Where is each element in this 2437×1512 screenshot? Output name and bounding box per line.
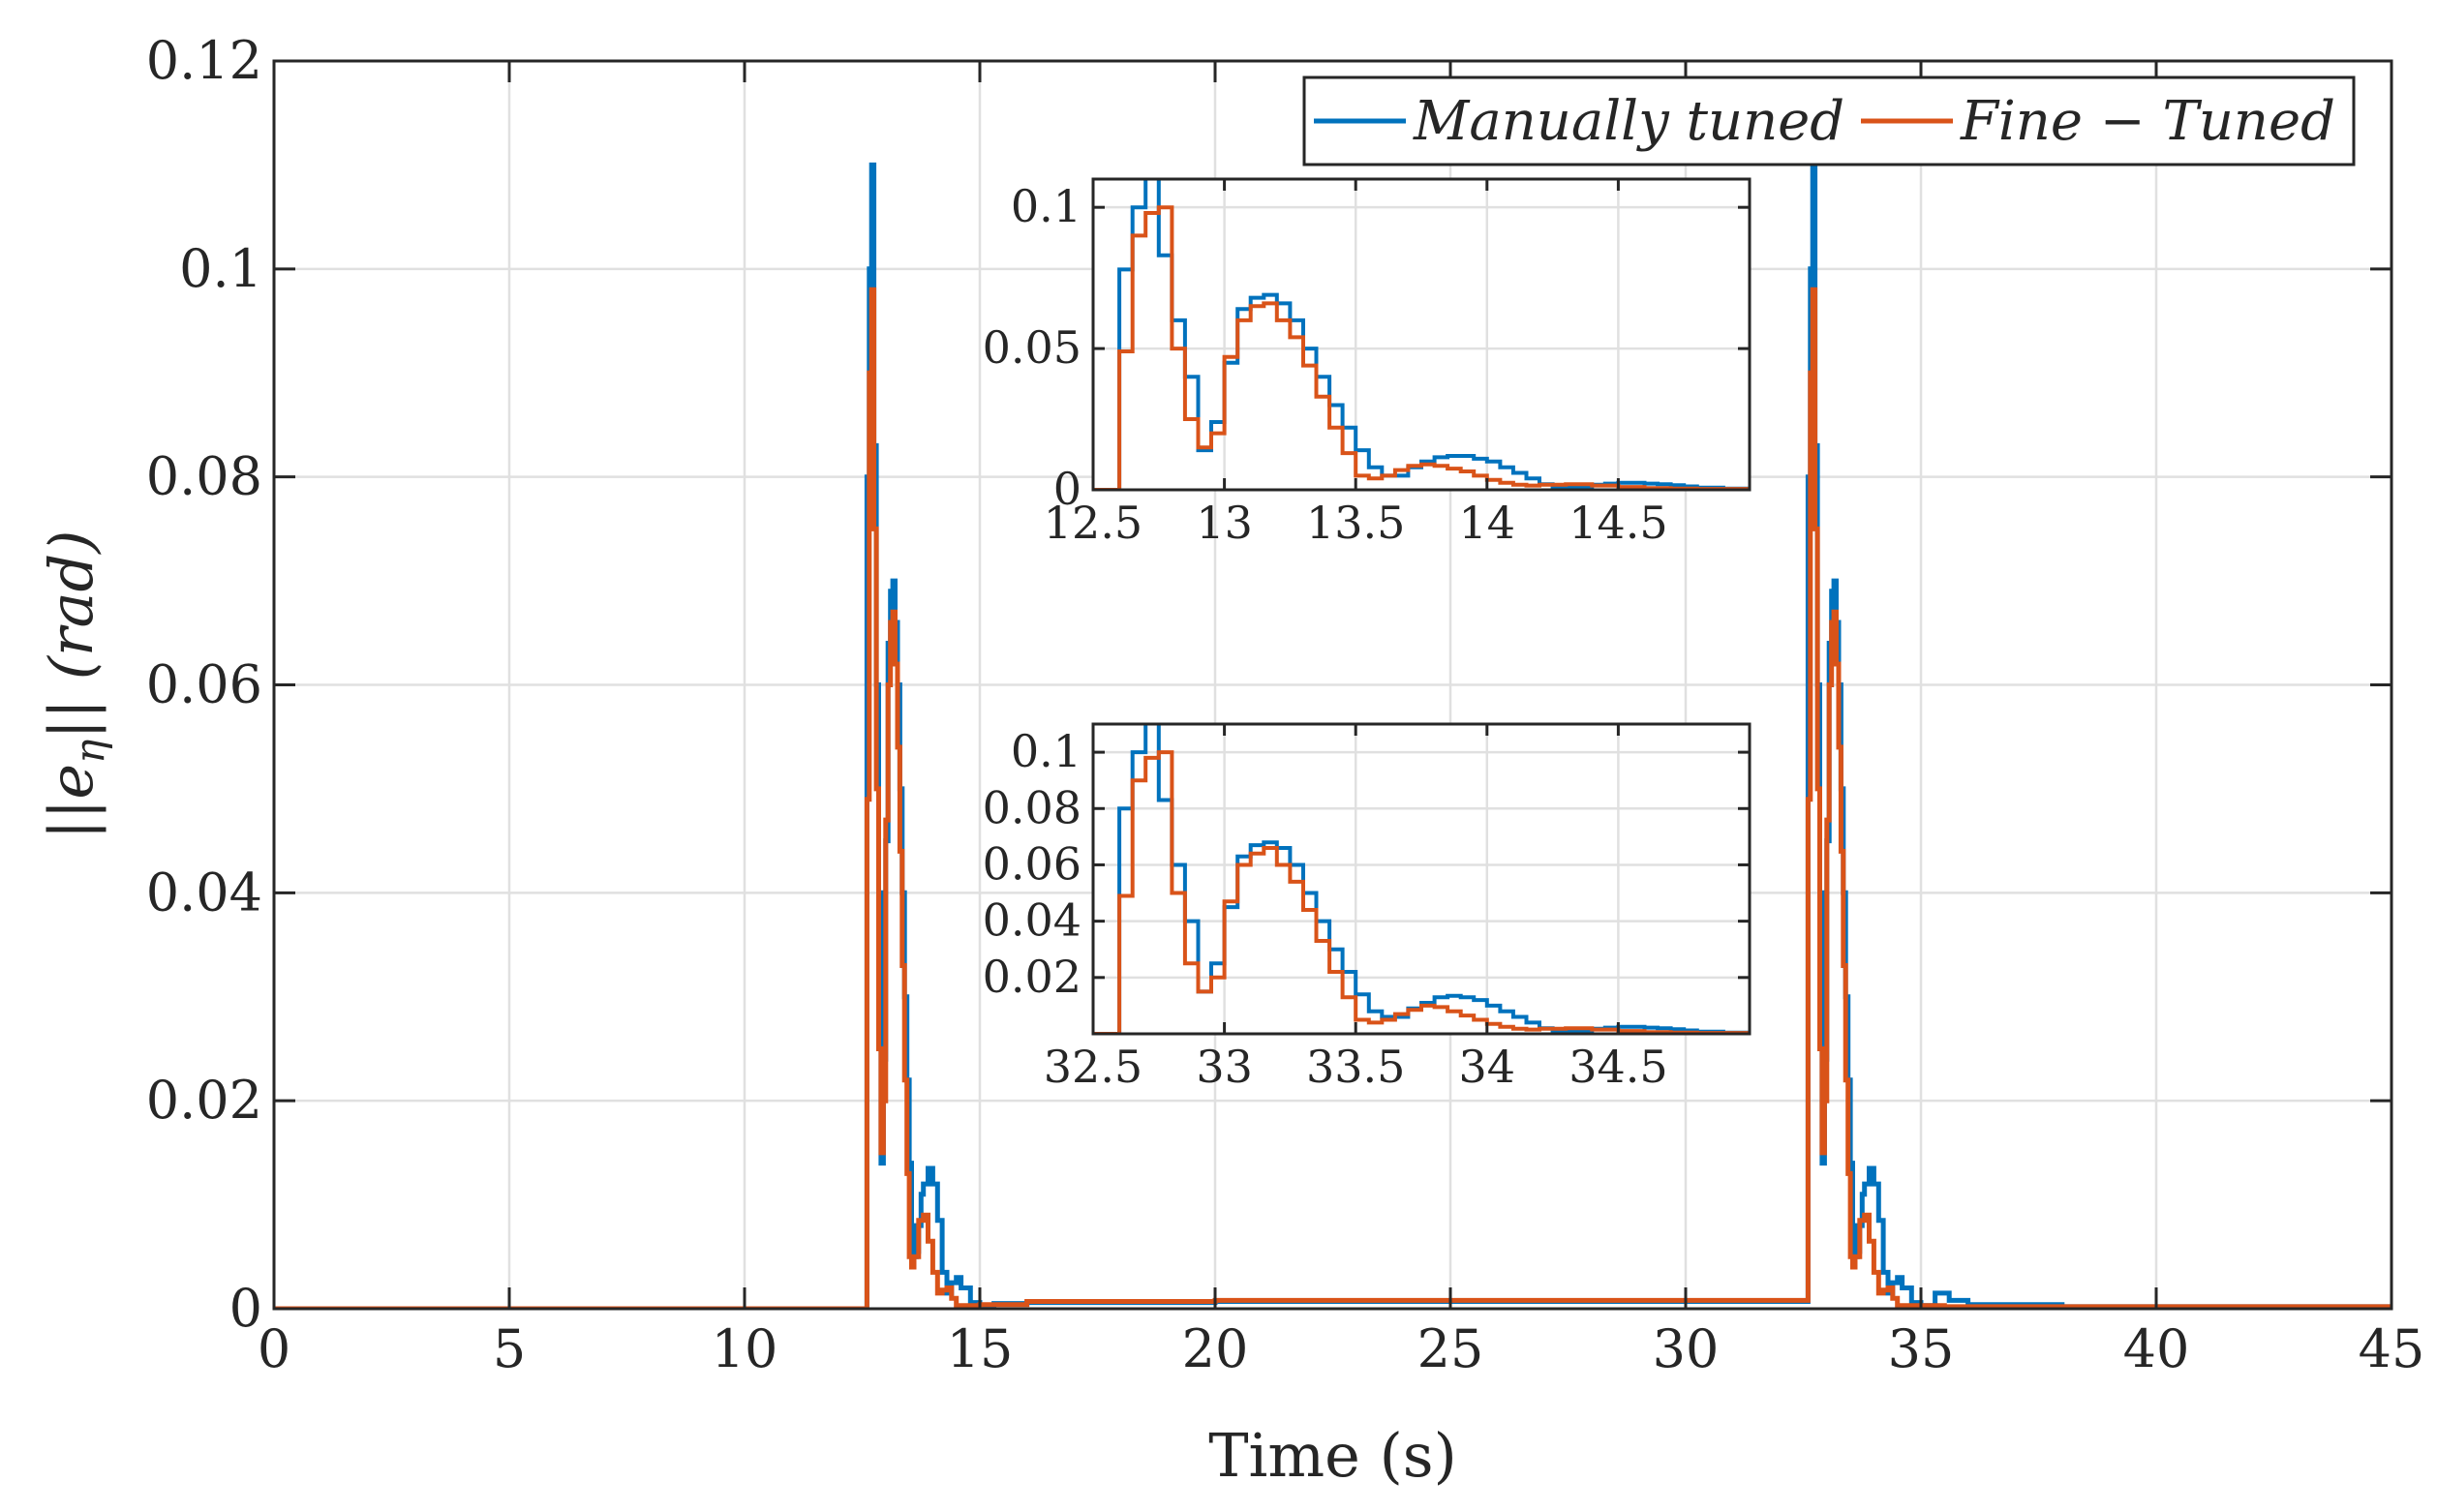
legend-box — [1302, 76, 2356, 166]
inset-top-x-tick-label: 12.5 — [1044, 497, 1142, 549]
inset-top-y-tick-label: 0.05 — [983, 321, 1081, 374]
inset-bottom-x-tick-label: 33 — [1196, 1041, 1253, 1093]
inset-bottom-series-fine-tuned-line — [1093, 750, 1750, 1034]
main-y-tick-label: 0.02 — [146, 1070, 262, 1131]
main-x-tick-label: 30 — [1653, 1318, 1720, 1379]
y-axis-label-subscript: η — [66, 740, 113, 764]
inset-bottom-x-tick-label: 34 — [1459, 1041, 1516, 1093]
inset-bottom-axes-box — [1091, 722, 1752, 1036]
main-x-tick-label: 20 — [1182, 1318, 1249, 1379]
main-x-tick-label: 40 — [2123, 1318, 2190, 1379]
inset-top-plot-area — [1093, 179, 1750, 490]
y-axis-label-symbol: e — [36, 764, 107, 800]
legend-label-fine-tuned: Fine − Tuned — [1960, 90, 2335, 153]
inset-top-y-tick-label: 0 — [1053, 463, 1081, 515]
main-y-tick-label: 0.04 — [146, 862, 262, 922]
main-y-tick-label: 0.1 — [179, 238, 262, 299]
inset-top-y-tick-label: 0.1 — [1011, 180, 1081, 232]
y-axis-label-unit: (rad) — [36, 530, 107, 680]
inset-top-x-tick-label: 14 — [1459, 497, 1516, 549]
y-axis-label: ||eη|| (rad) — [36, 530, 113, 840]
main-y-tick-label: 0.12 — [146, 30, 262, 91]
main-y-tick-label: 0 — [229, 1278, 262, 1339]
inset-top-x-tick-label: 14.5 — [1569, 497, 1667, 549]
inset-top-axes-box — [1091, 177, 1752, 492]
inset-bottom-x-tick-label: 33.5 — [1306, 1041, 1405, 1093]
inset-bottom-x-tick-label: 34.5 — [1569, 1041, 1667, 1093]
inset-bottom-y-tick-label: 0.02 — [983, 951, 1081, 1003]
main-x-tick-label: 25 — [1417, 1318, 1484, 1379]
main-x-tick-label: 45 — [2359, 1318, 2425, 1379]
main-x-tick-label: 0 — [258, 1318, 290, 1379]
main-x-tick-label: 5 — [493, 1318, 526, 1379]
inset-bottom-y-tick-label: 0.1 — [1011, 725, 1081, 777]
y-axis-label-norm-close: || — [36, 680, 107, 740]
inset-bottom-y-tick-label: 0.06 — [983, 837, 1081, 890]
y-axis-label-norm-open: || — [36, 800, 107, 840]
inset-top-x-tick-label: 13 — [1196, 497, 1253, 549]
main-x-tick-label: 10 — [712, 1318, 778, 1379]
inset-bottom-plot-area — [1093, 724, 1750, 1034]
inset-top-series-fine-tuned-line — [1093, 205, 1750, 490]
inset-top-x-tick-label: 13.5 — [1306, 497, 1405, 549]
inset-bottom-y-tick-label: 0.08 — [983, 781, 1081, 833]
main-x-tick-label: 15 — [947, 1318, 1014, 1379]
inset-bottom-x-tick-label: 32.5 — [1044, 1041, 1142, 1093]
legend-label-manually-tuned: Manually tuned — [1413, 90, 1844, 153]
inset-bottom-y-tick-label: 0.04 — [983, 894, 1081, 947]
main-y-tick-label: 0.06 — [146, 654, 262, 715]
main-y-tick-label: 0.08 — [146, 446, 262, 507]
main-x-tick-label: 35 — [1888, 1318, 1955, 1379]
x-axis-label: Time (s) — [1208, 1420, 1457, 1491]
